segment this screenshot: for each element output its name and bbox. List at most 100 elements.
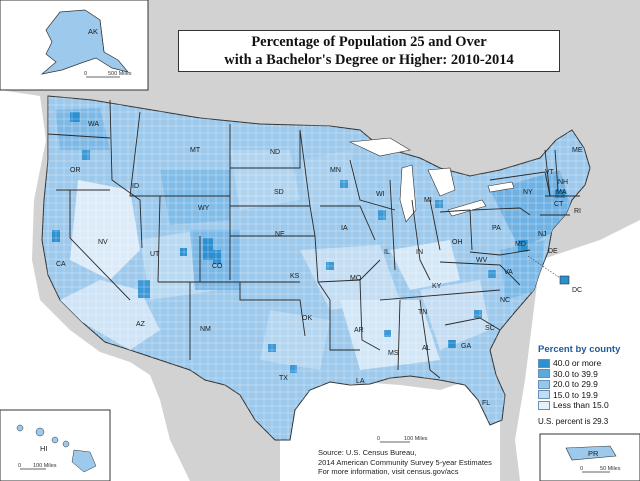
state-label-ky: KY xyxy=(432,283,442,290)
state-label-pa: PA xyxy=(492,225,501,232)
legend-item: 40.0 or more xyxy=(538,358,636,369)
state-label-ri: RI xyxy=(574,208,581,215)
legend-swatch xyxy=(538,379,550,389)
legend-swatch xyxy=(538,400,550,410)
lake-huron xyxy=(427,167,456,197)
state-label-ut: UT xyxy=(150,251,160,258)
state-label-or: OR xyxy=(70,167,81,174)
dc-callout-box xyxy=(559,275,570,285)
puerto-rico-inset: PR 0 50 Miles xyxy=(539,433,640,481)
state-label-nh: NH xyxy=(558,179,568,186)
lake-michigan xyxy=(399,164,417,223)
state-label-tx: TX xyxy=(279,375,288,382)
state-label-nm: NM xyxy=(200,326,211,333)
state-label-fl: FL xyxy=(482,400,490,407)
state-label-nj: NJ xyxy=(538,231,547,238)
legend-item: 15.0 to 19.9 xyxy=(538,390,636,401)
state-label-mn: MN xyxy=(330,167,341,174)
source-line-2: 2014 American Community Survey 5-year Es… xyxy=(318,457,492,467)
legend-label: 40.0 or more xyxy=(553,358,602,369)
atlantic-ocean xyxy=(515,220,640,481)
legend-swatch xyxy=(538,390,550,400)
state-label-wa: WA xyxy=(88,121,99,128)
inset-label-pr: PR xyxy=(588,449,599,458)
state-label-ny: NY xyxy=(523,189,533,196)
legend-item: 20.0 to 29.9 xyxy=(538,379,636,390)
legend: Percent by county 40.0 or more 30.0 to 3… xyxy=(538,344,636,426)
state-label-il: IL xyxy=(384,249,390,256)
state-label-sd: SD xyxy=(274,189,284,196)
legend-item: 30.0 to 39.9 xyxy=(538,369,636,380)
state-label-ca: CA xyxy=(56,261,66,268)
svg-text:0: 0 xyxy=(580,466,583,472)
state-label-co: CO xyxy=(212,263,223,270)
svg-text:100 Miles: 100 Miles xyxy=(404,436,428,442)
state-label-la: LA xyxy=(356,378,365,385)
svg-text:500 Miles: 500 Miles xyxy=(108,71,132,77)
state-label-id: ID xyxy=(132,183,139,190)
gulf-of-mexico xyxy=(280,380,500,481)
state-label-ia: IA xyxy=(341,225,348,232)
source-line-1: Source: U.S. Census Bureau, xyxy=(318,448,417,457)
us-percent-note: U.S. percent is 29.3 xyxy=(538,416,609,426)
pacific-ocean xyxy=(0,90,100,352)
state-label-ok: OK xyxy=(302,315,312,322)
state-label-de: DE xyxy=(548,248,558,255)
legend-title: Percent by county xyxy=(538,344,621,355)
legend-item: Less than 15.0 xyxy=(538,400,636,411)
lake-erie xyxy=(447,199,487,217)
state-label-nc: NC xyxy=(500,297,510,304)
source-line-3: For more information, visit census.gov/a… xyxy=(318,467,459,476)
state-label-wy: WY xyxy=(198,205,210,212)
state-label-ne: NE xyxy=(275,231,285,238)
state-label-sc: SC xyxy=(485,325,495,332)
state-label-in: IN xyxy=(416,249,423,256)
state-label-ga: GA xyxy=(461,343,471,350)
state-label-me: ME xyxy=(572,147,583,154)
state-label-wv: WV xyxy=(476,257,488,264)
hawaii-inset: HI 0 100 Miles xyxy=(0,409,111,481)
state-label-mo: MO xyxy=(350,275,362,282)
svg-text:0: 0 xyxy=(377,436,380,442)
inset-label-hi: HI xyxy=(40,444,48,453)
state-boundaries xyxy=(47,99,580,379)
alaska-inset: AK 0 500 Miles xyxy=(0,0,149,91)
legend-label: Less than 15.0 xyxy=(553,400,609,411)
dc-callout-line xyxy=(527,255,561,279)
svg-text:0: 0 xyxy=(18,463,21,469)
state-label-mi: MI xyxy=(424,197,432,204)
legend-label: 15.0 to 19.9 xyxy=(553,389,598,400)
svg-text:100 Miles: 100 Miles xyxy=(33,463,57,469)
state-label-ct: CT xyxy=(554,201,564,208)
state-label-tn: TN xyxy=(418,309,427,316)
state-label-ms: MS xyxy=(388,350,399,357)
state-label-md: MD xyxy=(515,241,526,248)
map-title: Percentage of Population 25 and Over wit… xyxy=(178,30,560,72)
state-label-oh: OH xyxy=(452,239,463,246)
state-label-ma: MA xyxy=(556,189,567,196)
state-label-vt: VT xyxy=(545,169,555,176)
state-label-al: AL xyxy=(422,345,431,352)
legend-swatch xyxy=(538,358,550,368)
source-note: Source: U.S. Census Bureau, 2014 America… xyxy=(318,448,492,477)
state-label-ar: AR xyxy=(354,327,364,334)
mainland-scale-bar: 0 100 Miles xyxy=(377,436,428,443)
legend-swatch xyxy=(538,369,550,379)
state-label-ks: KS xyxy=(290,273,300,280)
state-label-mt: MT xyxy=(190,147,201,154)
state-label-va: VA xyxy=(504,269,513,276)
lake-ontario xyxy=(487,181,515,193)
lake-superior xyxy=(348,137,411,157)
state-label-nd: ND xyxy=(270,149,280,156)
state-label-nv: NV xyxy=(98,239,108,246)
svg-text:0: 0 xyxy=(84,71,87,77)
state-label-dc: DC xyxy=(572,287,582,294)
legend-label: 20.0 to 29.9 xyxy=(553,379,598,390)
map-title-line-1: Percentage of Population 25 and Over xyxy=(251,34,487,50)
svg-text:50 Miles: 50 Miles xyxy=(600,466,621,472)
state-label-az: AZ xyxy=(136,321,146,328)
inset-label-ak: AK xyxy=(88,27,98,36)
state-labels: WA OR CA ID NV MT WY UT AZ CO NM ND SD N… xyxy=(56,121,583,407)
